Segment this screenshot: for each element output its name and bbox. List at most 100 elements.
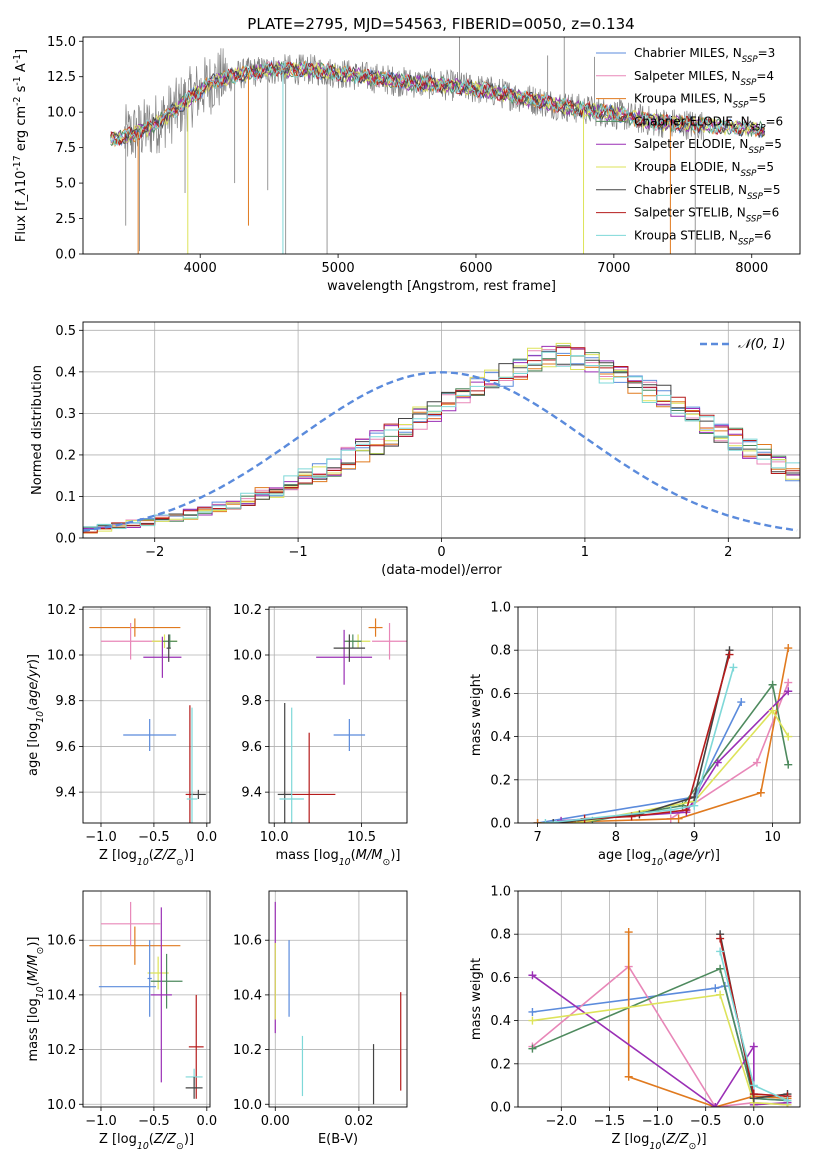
y-tick-label: 0.2 [490,773,511,788]
y-tick-label: 12.5 [47,70,76,85]
histogram-kroupa-stelib [83,351,800,529]
weight-line-chabrier-elodie [592,682,790,822]
errorbar-point [100,623,161,660]
weight-marker [716,964,725,973]
weight-marker [768,706,777,715]
panel-spectrum: 4000 5000 6000 7000 8000 0.0 2.5 5.0 7.5 10.0 12.5… [12,35,801,294]
weight-marker [725,650,734,659]
x-tick-label: −2 [145,545,164,560]
weight-marker [528,1044,537,1053]
legend-label: Chabrier STELIB, NSSP=5 [634,183,781,202]
weight-marker [784,644,793,653]
axes-frame [517,606,801,824]
weight-line-chabrier-elodie [532,967,788,1102]
plot-area [89,618,206,823]
x-tick-label: 10 [764,830,781,845]
y-tick-label: 10.4 [233,988,262,1003]
errorbar-point [185,1076,203,1099]
weight-marker [749,1090,758,1099]
x-tick-label: −0.5 [138,1114,170,1129]
x-axis-label: E(B-V) [318,1132,358,1147]
y-tick-label: 0.3 [55,407,76,422]
gaussian-curve [83,371,798,532]
y-axis-label: mass weight [469,674,484,756]
errorbar-point [368,618,383,637]
weight-marker [528,1007,537,1016]
y-tick-label: 0.8 [490,644,511,659]
weight-line-kroupa-miles [627,932,788,1107]
weight-marker [737,698,746,707]
legend-label: Kroupa MILES, NSSP=5 [634,92,766,111]
x-tick-label: 9 [690,830,698,845]
weight-marker [716,947,725,956]
y-tick-label: 0.2 [490,1057,511,1072]
weight-marker [624,928,633,937]
axes-frame [82,36,801,255]
weight-marker [624,1072,633,1081]
axes-frame [517,890,801,1108]
weight-marker [783,1096,792,1105]
weight-marker [756,788,765,797]
errorbar-point [190,789,206,799]
y-tick-label: 10.2 [47,603,76,618]
y-tick-label: 0.0 [55,248,76,263]
x-tick-label: 5000 [322,261,355,276]
model-salpeter-stelib [110,60,765,147]
y-tick-label: 9.8 [55,694,76,709]
legend-label: 𝒩(0, 1) [738,337,785,352]
histogram-chabrier-elodie [83,345,800,528]
y-tick-label: 9.6 [241,740,262,755]
x-tick-label: 1 [581,545,589,560]
y-tick-label: 9.6 [55,740,76,755]
y-tick-label: 10.0 [47,106,76,121]
y-tick-label: 10.0 [233,1098,262,1113]
x-tick-label: −1.5 [594,1114,626,1129]
weight-marker [784,678,793,687]
axes-frame [268,890,408,1108]
x-tick-label: −1 [289,545,308,560]
model-kroupa-stelib [110,60,766,146]
axes-frame [268,606,408,824]
x-axis-label: Z [log10(Z/Z⊙)] [99,848,194,868]
errorbar-point [166,634,171,662]
y-tick-label: 2.5 [55,212,76,227]
x-tick-label: 10.5 [347,830,376,845]
errorbar-point [147,940,152,1017]
weight-marker [784,732,793,741]
errorbar-point [316,629,373,685]
weight-line-kroupa-stelib [545,667,735,823]
y-tick-label: 0.5 [55,324,76,339]
panel-weight_vs_Z: −2.0 −1.5 −1.0 −0.5 0.0 0.0 0.2 0.4 0.6 0.8 1.0 Z [… [469,885,801,1152]
x-tick-label: 8000 [735,261,768,276]
weight-marker [752,758,761,767]
errorbar-point [162,634,178,649]
errorbar-point [143,636,182,678]
y-tick-label: 10.4 [47,988,76,1003]
weight-marker [784,760,793,769]
weight-marker [528,1016,537,1025]
y-axis-label: Normed distribution [30,365,45,495]
weight-line-salpeter-stelib [584,654,731,820]
x-axis-label: Z [log10(Z/Z⊙)] [99,1132,194,1152]
y-tick-label: 9.4 [241,786,262,801]
y-tick-label: 5.0 [55,177,76,192]
x-tick-label: 2 [724,545,732,560]
legend-label: Salpeter ELODIE, NSSP=5 [634,137,782,156]
weight-marker [533,819,542,823]
y-tick-label: 10.6 [233,934,262,949]
x-axis-label: age [log10(age/yr)] [598,848,720,868]
weight-marker [549,819,558,823]
figure-title: PLATE=2795, MJD=54563, FIBERID=0050, z=0… [247,15,634,33]
errorbar-point [123,719,177,751]
weight-line-kroupa-elodie [532,993,788,1106]
x-tick-label: 0.0 [743,1114,764,1129]
x-tick-label: 7000 [597,261,630,276]
legend-label: Chabrier MILES, NSSP=3 [634,46,775,65]
y-axis-label: age [log10(age/yr)] [26,654,46,776]
axes-frame [82,606,211,824]
x-tick-label: −0.5 [138,830,170,845]
plot-area [110,37,766,254]
y-tick-label: 0.0 [55,532,76,547]
errorbar-point [100,901,161,946]
